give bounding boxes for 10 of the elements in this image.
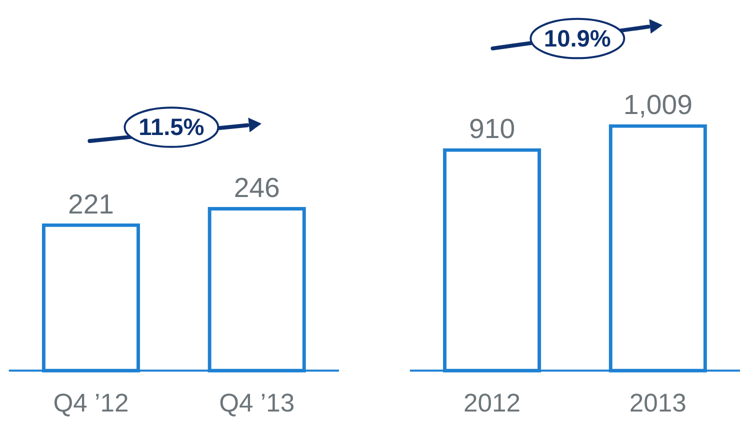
text: 11.5% — [138, 115, 204, 142]
data-label: 910 — [469, 113, 516, 144]
x-tick-label: 2012 — [464, 390, 521, 418]
data-label: 1,009 — [623, 89, 692, 120]
data-label: 246 — [234, 172, 280, 203]
text: 10.9% — [544, 26, 611, 52]
x-tick-label: 2013 — [629, 390, 686, 418]
data-label: 221 — [68, 188, 114, 220]
x-tick-label: Q4 ’13 — [219, 390, 295, 418]
x-tick-label: Q4 ’12 — [53, 390, 129, 418]
